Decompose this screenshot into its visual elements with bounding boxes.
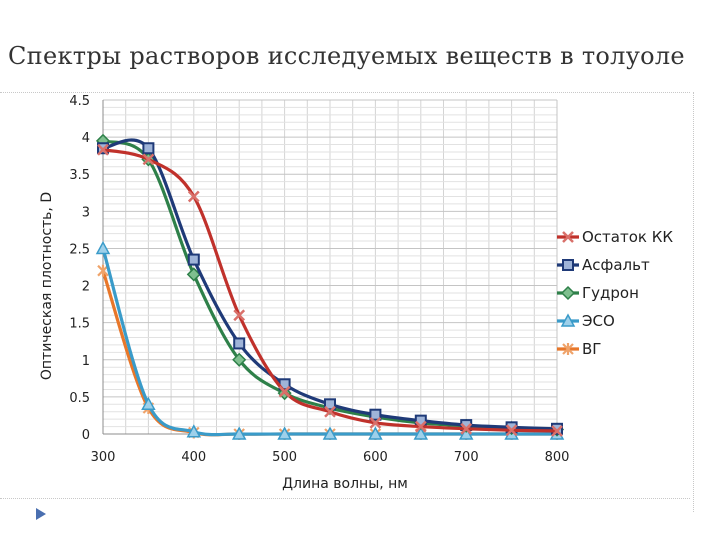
legend-label: Гудрон bbox=[582, 284, 639, 302]
series-3-point-300 bbox=[95, 240, 111, 255]
y-tick-label: 3 bbox=[82, 205, 90, 220]
chart-axes: 0 0.5 1 1.5 2 2.5 3 3.5 4 4.5 300 400 500 600 700 800 bbox=[69, 94, 569, 465]
series-3-point-400 bbox=[186, 424, 202, 438]
legend-marker bbox=[560, 313, 576, 327]
legend-item-4: ВГ bbox=[557, 340, 601, 358]
series-1-point-400 bbox=[187, 253, 200, 266]
series-0 bbox=[97, 143, 563, 437]
series-0-point-550 bbox=[324, 405, 336, 418]
bottom-divider bbox=[0, 498, 690, 499]
series-1-point-450 bbox=[233, 337, 246, 350]
y-tick-label: 0.5 bbox=[69, 391, 90, 406]
legend-item-2: Гудрон bbox=[557, 284, 639, 302]
series-3-line bbox=[101, 247, 557, 437]
top-divider bbox=[0, 92, 690, 93]
series-3-point-650 bbox=[413, 426, 429, 440]
legend-item-0: Остаток КК bbox=[557, 228, 673, 246]
x-tick-label: 500 bbox=[272, 450, 297, 465]
series-1-point-600 bbox=[369, 408, 382, 421]
series-0-point-500 bbox=[278, 385, 291, 398]
series-4-point-300 bbox=[97, 264, 109, 277]
legend-label: ВГ bbox=[582, 340, 601, 358]
legend-item-1: Асфальт bbox=[557, 256, 650, 274]
x-tick-label: 600 bbox=[363, 450, 388, 465]
series-1-point-800 bbox=[551, 422, 563, 435]
series-0-point-700 bbox=[460, 422, 473, 435]
legend-label: ЭСО bbox=[582, 312, 615, 330]
chart-series bbox=[95, 133, 565, 440]
series-3-point-550 bbox=[322, 426, 338, 440]
series-0-line bbox=[102, 148, 558, 433]
series-3-point-500 bbox=[277, 426, 292, 440]
y-tick-label: 4.5 bbox=[69, 94, 90, 109]
x-tick-label: 400 bbox=[181, 450, 206, 465]
series-3-point-450 bbox=[231, 426, 247, 440]
legend-label: Асфальт bbox=[582, 256, 650, 274]
series-1-point-550 bbox=[324, 398, 336, 411]
legend-marker bbox=[562, 343, 574, 355]
chart-grid bbox=[102, 99, 558, 435]
y-axis-title: Оптическая плотность, D bbox=[39, 192, 55, 380]
series-3-point-600 bbox=[368, 426, 383, 440]
right-divider bbox=[693, 92, 694, 512]
slide-title: Спектры растворов исследуемых веществ в … bbox=[8, 42, 685, 70]
x-tick-label: 800 bbox=[545, 450, 570, 465]
series-2-point-450 bbox=[232, 352, 247, 367]
x-axis-title: Длина волны, нм bbox=[282, 476, 408, 492]
series-1-point-350 bbox=[142, 142, 155, 155]
series-0-point-450 bbox=[233, 309, 246, 322]
series-1-point-750 bbox=[505, 421, 518, 434]
x-tick-label: 300 bbox=[91, 450, 116, 465]
series-0-point-650 bbox=[414, 420, 427, 433]
slide-nav-arrow-icon[interactable] bbox=[36, 508, 46, 520]
y-tick-label: 1.5 bbox=[69, 317, 90, 332]
legend-label: Остаток КК bbox=[582, 228, 673, 246]
series-2-point-400 bbox=[186, 267, 201, 282]
y-tick-label: 2.5 bbox=[69, 242, 90, 257]
legend-item-3: ЭСО bbox=[557, 312, 615, 330]
series-0-point-300 bbox=[97, 143, 109, 156]
series-3-point-350 bbox=[141, 396, 156, 411]
y-tick-label: 4 bbox=[82, 131, 90, 146]
chart-legend: Остаток КК Асфальт Гудрон ЭСО ВГ bbox=[557, 228, 673, 358]
legend-marker bbox=[562, 231, 574, 243]
series-0-point-750 bbox=[505, 424, 518, 437]
series-0-point-600 bbox=[369, 416, 382, 429]
y-tick-label: 1 bbox=[82, 354, 90, 369]
series-1-line bbox=[102, 138, 558, 431]
series-0-point-800 bbox=[551, 425, 563, 437]
x-tick-label: 700 bbox=[454, 450, 479, 465]
legend-marker bbox=[560, 285, 576, 301]
y-tick-label: 3.5 bbox=[69, 168, 90, 183]
y-tick-label: 0 bbox=[82, 428, 90, 443]
legend-marker bbox=[562, 259, 574, 271]
series-0-point-400 bbox=[187, 190, 200, 203]
y-tick-label: 2 bbox=[82, 280, 90, 295]
series-0-point-350 bbox=[142, 153, 155, 166]
